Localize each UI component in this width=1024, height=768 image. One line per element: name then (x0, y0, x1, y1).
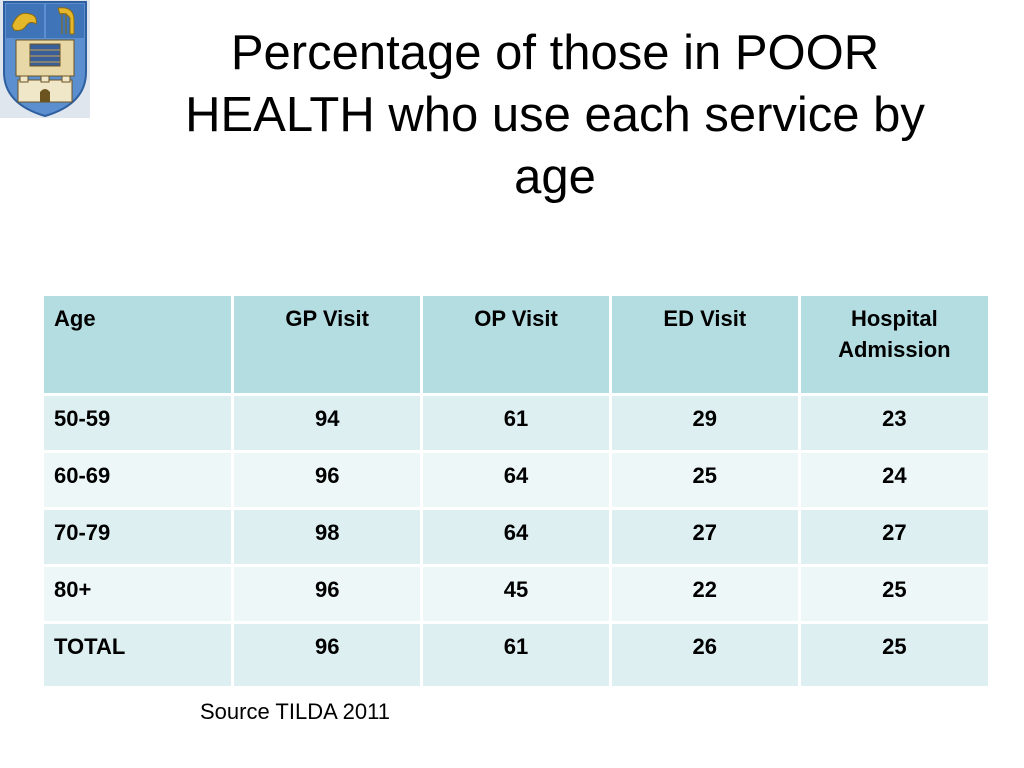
op-visit-cell: 61 (421, 394, 612, 453)
age-cell: 50-59 (44, 394, 235, 453)
hospital-admission-cell: 25 (799, 622, 988, 686)
source-note: Source TILDA 2011 (200, 699, 390, 724)
hospital-admission-cell: 24 (799, 451, 988, 510)
gp-visit-cell: 96 (232, 565, 424, 624)
op-visit-cell: 64 (421, 508, 612, 567)
table-row: 60-69 96 64 25 24 (44, 451, 988, 510)
coat-of-arms-icon (0, 0, 90, 118)
header-op-visit: OP Visit (421, 296, 612, 396)
ed-visit-cell: 25 (610, 451, 801, 510)
op-visit-cell: 45 (421, 565, 612, 624)
gp-visit-cell: 94 (232, 394, 424, 453)
table-row: 70-79 98 64 27 27 (44, 508, 988, 567)
table-header-row: Age GP Visit OP Visit ED Visit Hospital … (44, 296, 988, 396)
age-cell: 60-69 (44, 451, 235, 510)
header-gp-visit: GP Visit (232, 296, 424, 396)
table-row: 80+ 96 45 22 25 (44, 565, 988, 624)
ed-visit-cell: 26 (610, 622, 801, 686)
header-hospital-admission: Hospital Admission (799, 296, 988, 396)
op-visit-cell: 61 (421, 622, 612, 686)
service-usage-table: Age GP Visit OP Visit ED Visit Hospital … (44, 296, 988, 686)
age-cell: 70-79 (44, 508, 235, 567)
gp-visit-cell: 96 (232, 622, 424, 686)
op-visit-cell: 64 (421, 451, 612, 510)
age-cell: TOTAL (44, 622, 235, 686)
hospital-admission-cell: 27 (799, 508, 988, 567)
table-row: 50-59 94 61 29 23 (44, 394, 988, 453)
slide-title-line-2: HEALTH who use each service by (185, 88, 925, 142)
hospital-admission-cell: 25 (799, 565, 988, 624)
gp-visit-cell: 96 (232, 451, 424, 510)
slide-title-line-1: Percentage of those in POOR (230, 26, 880, 80)
table-row-total: TOTAL 96 61 26 25 (44, 622, 988, 686)
slide-title-line-3: age (514, 150, 596, 204)
gp-visit-cell: 98 (232, 508, 424, 567)
header-ed-visit: ED Visit (610, 296, 801, 396)
slide-title: Percentage of those in POOR HEALTH who u… (150, 22, 960, 208)
ed-visit-cell: 29 (610, 394, 801, 453)
header-age: Age (44, 296, 235, 396)
hospital-admission-cell: 23 (799, 394, 988, 453)
age-cell: 80+ (44, 565, 235, 624)
ed-visit-cell: 27 (610, 508, 801, 567)
ed-visit-cell: 22 (610, 565, 801, 624)
